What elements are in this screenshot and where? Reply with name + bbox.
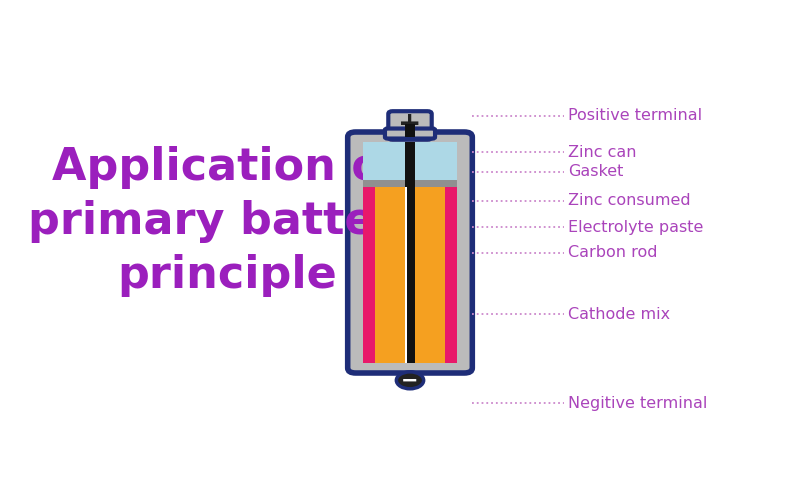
Bar: [405, 142, 415, 187]
Text: Negitive terminal: Negitive terminal: [568, 396, 707, 411]
Text: primary battery: primary battery: [28, 200, 426, 243]
Bar: [363, 187, 457, 364]
Text: Zinc consumed: Zinc consumed: [568, 193, 690, 208]
Bar: [363, 180, 457, 187]
Text: Carbon rod: Carbon rod: [568, 245, 658, 260]
Text: Positive terminal: Positive terminal: [568, 108, 702, 124]
Bar: [363, 142, 457, 180]
FancyBboxPatch shape: [388, 111, 432, 140]
Text: Gasket: Gasket: [568, 164, 623, 179]
FancyBboxPatch shape: [348, 132, 472, 373]
Text: Application of: Application of: [53, 146, 402, 190]
Text: +: +: [398, 110, 422, 138]
Text: −: −: [402, 370, 418, 390]
Bar: [405, 187, 407, 364]
Text: Zinc can: Zinc can: [568, 145, 637, 160]
Bar: [405, 124, 415, 137]
Bar: [375, 187, 445, 364]
Circle shape: [396, 372, 424, 389]
Text: Electrolyte paste: Electrolyte paste: [568, 220, 703, 235]
Bar: [405, 187, 415, 364]
Text: principle: principle: [118, 254, 337, 297]
Text: Cathode mix: Cathode mix: [568, 306, 670, 322]
FancyBboxPatch shape: [385, 128, 435, 138]
